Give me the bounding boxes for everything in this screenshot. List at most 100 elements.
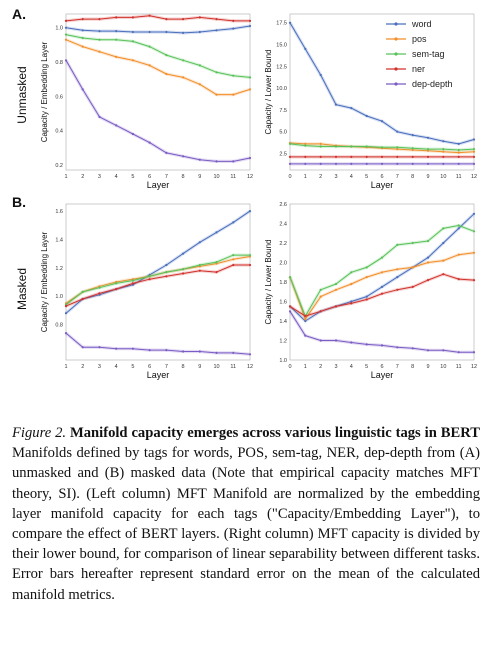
- data-point-sem-tag: [288, 276, 292, 279]
- data-point-dep-depth: [165, 151, 168, 154]
- data-point-ner: [248, 19, 252, 22]
- data-point-sem-tag: [248, 76, 252, 79]
- data-point-word: [165, 30, 168, 34]
- data-point-pos: [98, 50, 101, 53]
- figure-caption: Figure 2. Manifold capacity emerges acro…: [12, 423, 480, 605]
- data-point-pos: [81, 45, 84, 48]
- data-point-ner: [472, 155, 476, 158]
- data-point-word: [198, 241, 201, 244]
- error-band-word: [288, 212, 476, 323]
- x-tick-label: 6: [380, 174, 383, 180]
- data-point-word: [288, 21, 292, 24]
- data-point-dep-depth: [396, 346, 399, 349]
- data-point-word: [396, 130, 399, 133]
- data-point-dep-depth: [457, 351, 460, 354]
- data-point-word: [426, 256, 430, 259]
- data-point-word: [365, 114, 368, 118]
- data-point-sem-tag: [426, 239, 430, 243]
- data-point-dep-depth: [457, 162, 460, 165]
- data-point-pos: [319, 295, 322, 298]
- data-point-ner: [304, 155, 307, 158]
- data-point-sem-tag: [472, 148, 476, 151]
- data-point-word: [215, 231, 218, 234]
- y-tick-label: 1.8: [279, 280, 287, 286]
- data-point-pos: [165, 72, 168, 76]
- data-point-dep-depth: [304, 162, 307, 165]
- series-line-sem-tag: [65, 254, 250, 306]
- series-line-dep-depth: [65, 60, 251, 162]
- data-point-ner: [426, 155, 430, 158]
- x-tick-label: 5: [131, 174, 134, 180]
- data-point-ner: [81, 18, 84, 21]
- x-tick-label: 9: [426, 174, 429, 180]
- x-tick-label: 2: [319, 364, 322, 370]
- data-point-sem-tag: [411, 147, 414, 150]
- legend-marker-ner: [394, 67, 398, 71]
- series-line-ner: [65, 264, 250, 307]
- x-tick-label: 2: [319, 174, 322, 180]
- data-point-ner: [215, 18, 218, 21]
- data-point-sem-tag: [365, 145, 368, 148]
- x-tick-label: 5: [365, 174, 368, 180]
- data-point-word: [248, 24, 252, 28]
- data-point-pos: [131, 59, 134, 62]
- data-point-pos: [411, 266, 414, 269]
- data-point-sem-tag: [304, 144, 307, 147]
- data-point-word: [182, 31, 185, 34]
- x-axis-label: Layer: [371, 180, 394, 190]
- data-point-dep-depth: [148, 141, 151, 144]
- data-point-dep-depth: [365, 162, 368, 165]
- x-tick-label: 8: [411, 174, 414, 180]
- data-point-word: [115, 30, 118, 33]
- data-point-dep-depth: [182, 350, 185, 353]
- data-point-dep-depth: [198, 158, 201, 161]
- x-tick-label: 10: [213, 174, 219, 180]
- data-point-dep-depth: [426, 349, 430, 352]
- x-tick-label: 11: [230, 174, 236, 180]
- data-point-pos: [198, 83, 201, 86]
- data-point-sem-tag: [396, 146, 399, 149]
- data-point-dep-depth: [232, 351, 235, 354]
- data-point-sem-tag: [98, 286, 101, 289]
- data-point-dep-depth: [182, 155, 185, 158]
- data-point-dep-depth: [115, 347, 118, 350]
- data-point-word: [232, 221, 235, 224]
- data-point-sem-tag: [319, 145, 322, 148]
- data-point-ner: [232, 263, 235, 267]
- legend-marker-dep-depth: [394, 82, 398, 86]
- data-point-ner: [319, 310, 322, 313]
- data-point-sem-tag: [350, 271, 353, 274]
- data-point-sem-tag: [334, 282, 338, 286]
- data-point-word: [131, 30, 134, 34]
- error-band-dep-depth: [64, 59, 251, 163]
- chart-svg: 0 1 2 3 4 5 6 7 8 9 10 11 122.55.07.510.012.515.017.…: [264, 13, 477, 190]
- x-tick-label: 5: [365, 364, 368, 370]
- data-point-sem-tag: [148, 45, 151, 48]
- data-point-ner: [248, 263, 252, 267]
- data-point-ner: [148, 278, 151, 281]
- x-tick-label: 4: [350, 364, 353, 370]
- data-point-sem-tag: [148, 275, 151, 278]
- y-tick-label: 2.0: [279, 261, 287, 267]
- data-point-sem-tag: [198, 263, 201, 267]
- data-point-pos: [457, 151, 460, 154]
- row-label-masked: Masked: [15, 267, 29, 311]
- y-tick-label: 12.5: [276, 64, 287, 70]
- chart-svg: 1 2 3 4 5 6 7 8 9 10 11 120.81.01.21.41.6LayerCapac…: [40, 203, 253, 380]
- data-point-ner: [442, 273, 445, 276]
- data-point-pos: [457, 253, 460, 256]
- data-point-sem-tag: [64, 33, 68, 36]
- data-point-ner: [115, 288, 118, 291]
- data-point-ner: [131, 16, 134, 19]
- data-point-pos: [319, 142, 322, 145]
- data-point-word: [148, 30, 151, 34]
- data-point-dep-depth: [350, 341, 353, 344]
- data-point-pos: [426, 261, 430, 264]
- data-point-dep-depth: [396, 162, 399, 165]
- data-point-pos: [442, 150, 445, 153]
- data-point-sem-tag: [411, 241, 414, 245]
- plot-frame: [65, 203, 251, 361]
- chart-a-right: 0 1 2 3 4 5 6 7 8 9 10 11 12 2.5 5.0 7.5 10.0 12.5 15.0 17.…: [262, 10, 480, 196]
- x-axis-label: Layer: [147, 180, 170, 190]
- data-point-ner: [426, 279, 430, 282]
